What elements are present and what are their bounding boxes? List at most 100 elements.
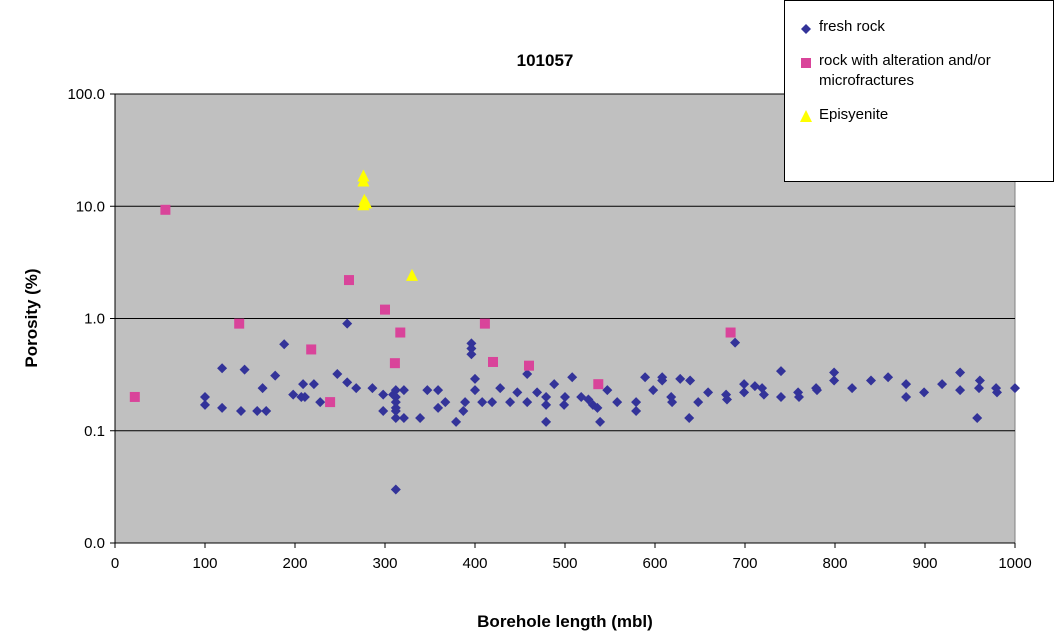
x-tick-label: 100 <box>192 555 217 572</box>
point <box>955 367 966 378</box>
point <box>422 385 433 396</box>
point <box>512 387 523 398</box>
point <box>829 375 840 386</box>
point <box>883 372 894 383</box>
point <box>298 379 309 390</box>
point <box>992 387 1002 398</box>
point <box>559 399 570 410</box>
point <box>901 379 912 390</box>
point <box>332 369 343 380</box>
point <box>378 389 389 400</box>
x-tick-label: 1000 <box>998 555 1031 572</box>
point <box>160 204 171 215</box>
point <box>567 372 578 383</box>
point <box>693 397 704 408</box>
point <box>217 402 228 413</box>
x-tick-label: 700 <box>732 555 757 572</box>
point <box>200 399 210 410</box>
point <box>593 379 604 390</box>
point <box>522 397 533 408</box>
point <box>972 412 983 423</box>
point <box>458 405 469 416</box>
point <box>390 397 401 408</box>
point <box>532 387 543 398</box>
point <box>657 372 668 383</box>
point <box>631 397 642 408</box>
point <box>257 383 268 394</box>
x-tick-label: 800 <box>822 555 847 572</box>
point <box>685 375 696 386</box>
legend-label: fresh rock <box>819 18 885 35</box>
point <box>451 416 462 427</box>
chart-title: 101057 <box>517 51 574 70</box>
point <box>390 484 401 495</box>
y-axis-label: Porosity (%) <box>22 268 41 367</box>
point <box>937 379 948 390</box>
point <box>390 412 401 423</box>
point <box>829 367 840 378</box>
y-tick-label: 1.0 <box>84 311 105 328</box>
point <box>776 391 786 402</box>
point <box>395 327 406 338</box>
point <box>398 385 409 396</box>
point <box>488 356 498 367</box>
point <box>522 369 533 380</box>
point <box>549 379 560 390</box>
point <box>648 385 659 396</box>
legend: fresh rock rock with alteration and/or mi… <box>784 0 1054 182</box>
point <box>344 275 354 286</box>
point <box>466 349 477 360</box>
point <box>725 327 736 338</box>
legend-label: rock with alteration and/or microfractur… <box>819 52 991 89</box>
point <box>477 397 488 408</box>
point <box>261 405 272 416</box>
point <box>541 391 552 402</box>
point <box>703 387 714 398</box>
point <box>236 405 246 416</box>
point <box>612 397 623 408</box>
x-tick-label: 600 <box>642 555 667 572</box>
point <box>279 339 290 350</box>
point <box>524 360 534 371</box>
point <box>794 391 804 402</box>
legend-marker <box>800 110 812 122</box>
x-tick-label: 200 <box>282 555 307 572</box>
point <box>288 389 299 400</box>
point <box>380 304 390 315</box>
point <box>722 394 732 405</box>
point <box>390 385 401 396</box>
point <box>866 375 876 386</box>
point <box>270 370 281 381</box>
y-tick-label: 0.1 <box>84 423 105 440</box>
point <box>433 402 444 413</box>
point <box>675 373 686 384</box>
point <box>479 318 490 329</box>
point <box>466 338 477 349</box>
point <box>460 397 471 408</box>
point <box>433 385 444 396</box>
x-axis-label: Borehole length (mbl) <box>477 612 653 631</box>
point <box>758 389 769 400</box>
point <box>466 343 477 354</box>
point <box>631 405 642 416</box>
point <box>595 416 606 427</box>
point <box>357 174 370 187</box>
point <box>560 391 570 402</box>
x-tick-label: 0 <box>111 555 119 572</box>
x-tick-label: 400 <box>462 555 487 572</box>
point <box>541 399 552 410</box>
point <box>378 405 389 416</box>
point <box>776 366 786 377</box>
point <box>299 391 310 402</box>
point <box>308 379 319 390</box>
point <box>974 383 984 394</box>
point <box>739 387 750 398</box>
point <box>367 383 378 394</box>
point <box>406 268 418 281</box>
point <box>684 412 695 423</box>
point <box>129 391 140 402</box>
point <box>801 58 811 68</box>
point <box>955 385 966 396</box>
legend-entry: fresh rock <box>799 17 1043 37</box>
point <box>602 385 613 396</box>
